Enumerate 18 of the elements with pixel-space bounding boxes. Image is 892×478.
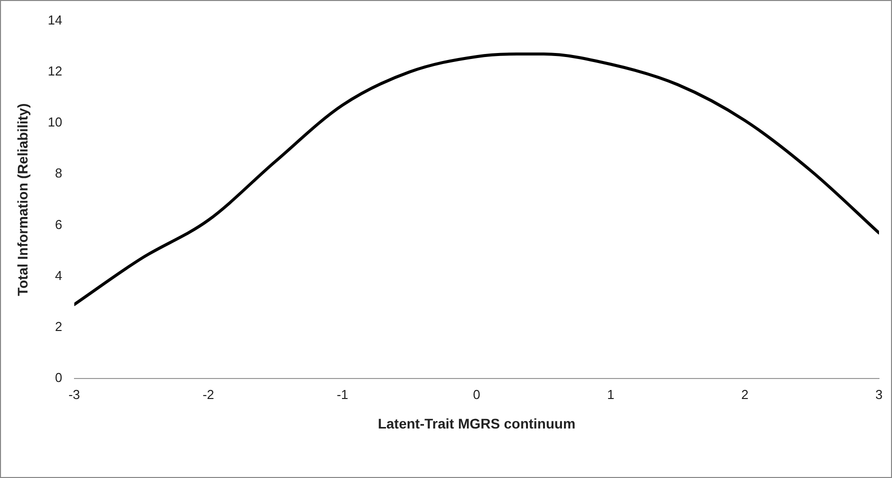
x-tick-label: -2: [202, 386, 214, 402]
x-tick-label: -1: [336, 386, 348, 402]
y-tick-label: 0: [55, 370, 62, 386]
y-tick-label: 2: [55, 319, 62, 334]
y-tick-label: 12: [48, 63, 62, 78]
y-tick-label: 10: [48, 114, 62, 130]
x-tick-label: 3: [875, 386, 883, 402]
x-tick-label: 0: [473, 386, 480, 402]
x-axis-title: Latent-Trait MGRS continuum: [378, 415, 576, 432]
x-tick-label: 2: [741, 386, 748, 402]
y-tick-label: 6: [55, 216, 62, 232]
y-tick-label: 8: [55, 166, 62, 181]
line-series: [74, 52, 879, 306]
x-tick-label: -3: [68, 386, 80, 402]
x-tick-label: 1: [607, 386, 614, 402]
y-axis-title: Total Information (Reliability): [14, 103, 30, 296]
y-tick-label: 4: [55, 268, 62, 283]
y-tick-label: 14: [48, 12, 62, 28]
